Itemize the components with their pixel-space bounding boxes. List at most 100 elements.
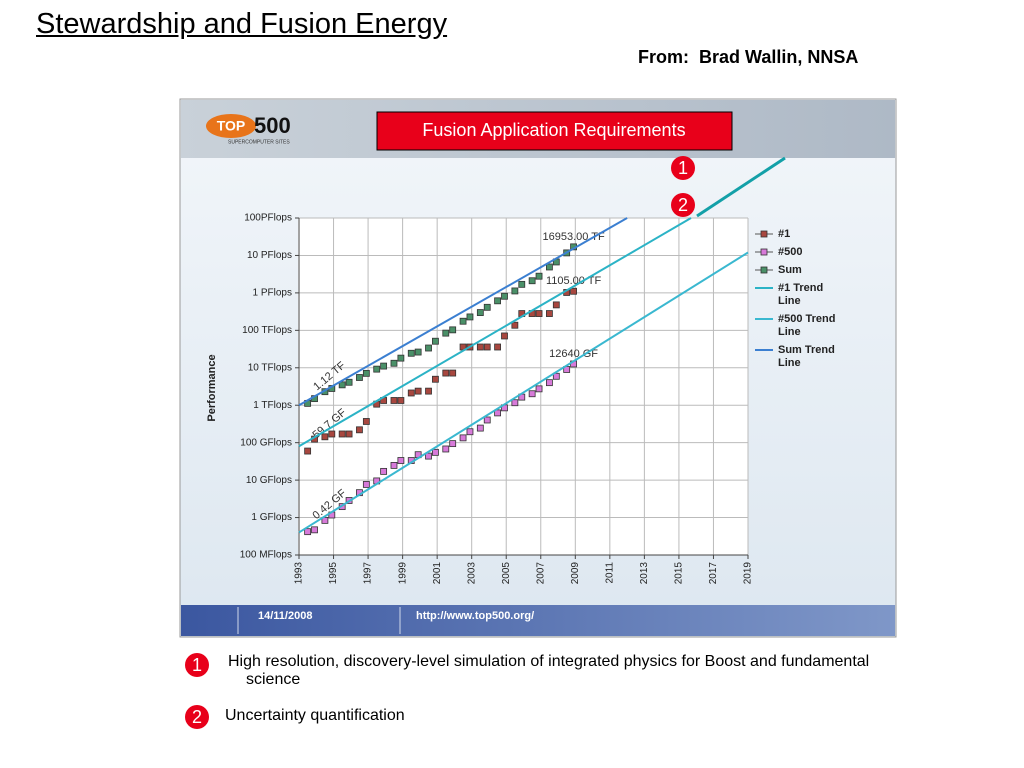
data-point [345, 378, 353, 386]
y-tick-label: 1 TFlops [253, 400, 292, 411]
data-point [494, 343, 501, 351]
legend-label: Sum Trend Line [778, 344, 835, 369]
logo-number: 500 [254, 113, 291, 138]
chart: TOP 500 SUPERCOMPUTER SITES 14/11/2008 h… [179, 98, 897, 638]
legend-item: #500 [754, 246, 864, 259]
x-tick-label: 2001 [432, 562, 443, 585]
data-point [511, 321, 519, 329]
x-tick-label: 1997 [363, 562, 374, 585]
x-tick-label: 1999 [397, 562, 408, 585]
legend-icon [755, 287, 773, 289]
data-point [432, 375, 439, 383]
overlay-text: Fusion Application Requirements [422, 120, 685, 140]
data-point [483, 303, 491, 311]
data-point [432, 448, 439, 456]
data-point [511, 287, 519, 295]
data-point [425, 387, 432, 395]
data-point [304, 447, 312, 455]
y-tick-label: 1 GFlops [251, 512, 292, 523]
trend-line [298, 217, 692, 448]
data-point [501, 332, 508, 340]
y-tick-label: 100PFlops [244, 213, 292, 224]
data-point [466, 313, 474, 321]
legend-icon [755, 248, 773, 256]
note-text: Uncertainty quantification [225, 707, 405, 724]
data-point [345, 430, 353, 438]
legend-marker [760, 230, 768, 238]
data-point [535, 385, 543, 393]
data-point [304, 528, 312, 536]
x-tick-label: 2007 [535, 562, 546, 585]
slide-title: Stewardship and Fusion Energy [36, 8, 448, 40]
legend-marker [760, 266, 768, 274]
data-point [546, 310, 553, 317]
x-tick-label: 2005 [501, 562, 512, 585]
overlay-box [376, 111, 733, 151]
legend-label: #1 [778, 228, 791, 240]
marker-number: 2 [678, 195, 688, 215]
data-point [425, 344, 432, 352]
legend-item: Sum [754, 264, 864, 277]
y-tick-label: 100 TFlops [242, 325, 292, 336]
x-tick-label: 1995 [328, 562, 339, 585]
data-point [476, 309, 484, 316]
data-point [442, 445, 450, 453]
data-point [570, 287, 577, 295]
data-point [397, 457, 405, 464]
footer-bar [181, 605, 895, 636]
data-point [483, 343, 491, 351]
logo-subtitle: SUPERCOMPUTER SITES [228, 139, 290, 145]
data-point [397, 397, 405, 404]
legend-item: Sum Trend Line [754, 344, 864, 370]
footer-date: 14/11/2008 [258, 610, 312, 622]
data-point [373, 365, 381, 373]
marker-number: 1 [678, 158, 688, 178]
data-point [356, 374, 363, 381]
y-tick-label: 10 TFlops [248, 362, 292, 373]
legend-item: #1 [754, 228, 864, 241]
trend-extension [696, 156, 786, 218]
x-tick-label: 2009 [570, 562, 581, 585]
data-point [528, 277, 536, 285]
data-point [449, 440, 457, 448]
data-point [552, 301, 560, 309]
x-tick-label: 1993 [294, 562, 305, 585]
data-point [449, 369, 457, 377]
x-tick-label: 2019 [743, 562, 754, 585]
data-point [501, 292, 508, 300]
legend-item: #1 Trend Line [754, 282, 864, 308]
data-point [414, 348, 422, 356]
data-point [552, 372, 560, 380]
marker-badge [671, 193, 695, 217]
legend-item: #500 Trend Line [754, 313, 864, 339]
data-point [407, 349, 415, 357]
y-tick-label: 1 PFlops [253, 288, 292, 299]
data-point [535, 310, 543, 317]
data-point [476, 343, 484, 351]
legend-label: #500 Trend Line [778, 313, 836, 338]
data-point [494, 297, 501, 305]
y-tick-label: 10 PFlops [247, 250, 292, 261]
plot-area [298, 218, 748, 555]
data-point [311, 526, 318, 534]
note-badge: 2 [185, 705, 209, 729]
x-tick-label: 2011 [604, 562, 615, 584]
y-tick-label: 100 MFlops [240, 550, 292, 561]
data-point [494, 409, 501, 417]
data-point [390, 359, 398, 367]
trend-line [298, 217, 628, 407]
x-tick-label: 2015 [674, 562, 685, 585]
data-point [432, 337, 439, 345]
y-tick-label: 100 GFlops [240, 437, 292, 448]
data-point [459, 434, 467, 442]
value-label: 12640 GF [549, 348, 598, 360]
legend-icon [755, 349, 773, 351]
x-tick-label: 2003 [466, 562, 477, 585]
data-point [546, 263, 553, 271]
footer-url: http://www.top500.org/ [416, 610, 534, 622]
data-point [483, 416, 491, 424]
data-point [362, 418, 370, 425]
data-point [321, 433, 329, 441]
data-point [528, 390, 536, 398]
